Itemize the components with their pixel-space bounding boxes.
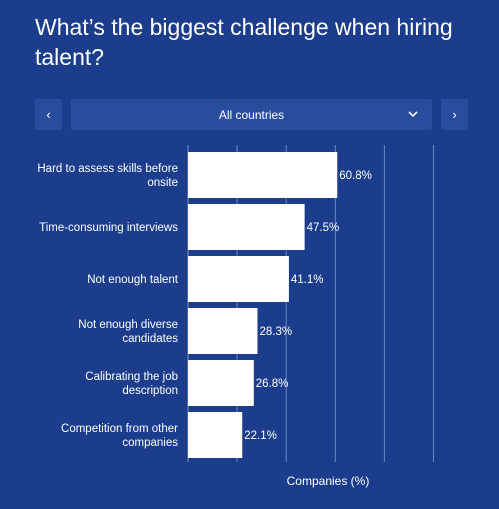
value-label: 22.1% xyxy=(244,430,277,442)
next-button[interactable]: › xyxy=(441,99,468,130)
country-selector: ‹ All countries › xyxy=(35,99,468,130)
value-label: 60.8% xyxy=(339,170,372,182)
country-dropdown[interactable]: All countries xyxy=(71,99,432,130)
value-label: 41.1% xyxy=(291,274,324,286)
category-label: Hard to assess skills before xyxy=(37,163,178,175)
category-label: Calibrating the job xyxy=(85,371,178,383)
category-label: Not enough diverse xyxy=(78,319,178,331)
dropdown-selected-value: All countries xyxy=(218,107,285,122)
category-label: description xyxy=(122,385,178,397)
bar[interactable] xyxy=(188,152,338,198)
value-label: 26.8% xyxy=(256,378,289,390)
chevron-left-icon: ‹ xyxy=(46,107,51,122)
category-label: onsite xyxy=(147,177,178,189)
category-label: Competition from other xyxy=(61,423,178,435)
bar[interactable] xyxy=(188,308,258,354)
x-axis-label: Companies (%) xyxy=(286,474,370,488)
chevron-right-icon: › xyxy=(452,107,457,122)
previous-button[interactable]: ‹ xyxy=(35,99,62,130)
category-label: candidates xyxy=(122,333,178,345)
bar[interactable] xyxy=(188,412,243,458)
page-title: What’s the biggest challenge when hiring… xyxy=(35,14,453,70)
chevron-down-icon xyxy=(408,111,418,118)
bar[interactable] xyxy=(188,360,254,406)
value-label: 28.3% xyxy=(259,326,292,338)
value-label: 47.5% xyxy=(307,222,340,234)
bar[interactable] xyxy=(188,256,289,302)
category-label: Time-consuming interviews xyxy=(39,222,178,234)
bar[interactable] xyxy=(188,204,305,250)
bar-chart: 60.8% Hard to assess skills before onsite 4… xyxy=(37,145,434,462)
category-label: companies xyxy=(122,437,178,449)
category-label: Not enough talent xyxy=(87,274,179,286)
